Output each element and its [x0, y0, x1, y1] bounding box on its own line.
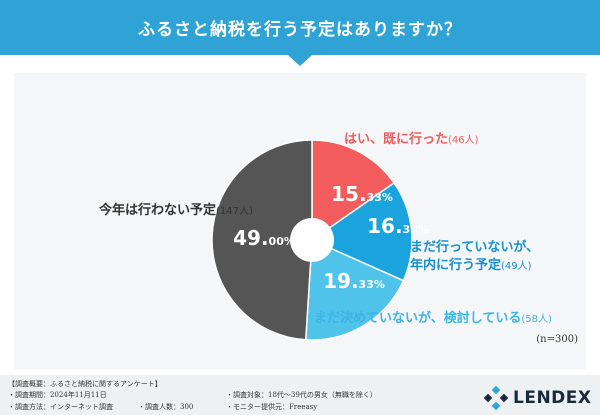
- pie-center-hole: [290, 218, 334, 262]
- pie-category-label: 今年は行わない予定(147人): [98, 202, 253, 218]
- pie-count-label: (58人): [521, 313, 552, 325]
- survey-provider: ・モニター提供元：Freeasy: [226, 403, 318, 411]
- sample-size: (n=300): [536, 334, 578, 345]
- chart-panel: 15.33% はい、既に行った(46人) 16.33% まだ行っていないが、 年内に行う…: [14, 73, 586, 369]
- pie-count-label: (46人): [448, 134, 479, 146]
- pie-count-label: (147人): [216, 205, 253, 217]
- survey-method: ・調査方法：インターネット調査: [8, 403, 113, 411]
- lendex-logo-icon: [484, 386, 508, 410]
- header-banner: ふるさと納税を行う予定はありますか？: [0, 0, 600, 55]
- pie-slice: [211, 139, 313, 341]
- pie-percent-label: 49.00%: [233, 226, 295, 250]
- pie-chart: 15.33% はい、既に行った(46人) 16.33%まだ行っていないが、年内に行う…: [98, 131, 552, 341]
- header-pointer: [288, 55, 312, 66]
- page-title: ふるさと納税を行う予定はありますか？: [138, 20, 462, 40]
- survey-target: ・調査対象：18代〜39代の男女（無職を除く）: [226, 391, 377, 399]
- survey-period: ・調査期間：2024年11月11日: [8, 391, 107, 399]
- logo-text: LENDEX: [513, 388, 592, 408]
- pie-slice: [304, 238, 405, 341]
- pie-category-label: まだ決めていないが、検討している(58人): [314, 310, 552, 326]
- lendex-logo: LENDEX: [484, 386, 592, 410]
- pie-percent-label: 19.33%: [323, 269, 385, 293]
- pie-category-label: まだ行っていないが、: [410, 239, 539, 255]
- pie-slices: [211, 139, 413, 341]
- pie-slice: [311, 139, 396, 242]
- survey-respondents: ・調査人数：300: [138, 403, 194, 411]
- pie-category-label: 年内に行う予定(49人): [410, 257, 532, 273]
- pie-percent-label: 15.33%: [331, 182, 393, 206]
- pie-slice: [310, 181, 413, 282]
- pie-labels: 15.33% はい、既に行った(46人) 16.33%まだ行っていないが、年内に行う…: [98, 131, 552, 326]
- pie-category-label: はい、既に行った(46人): [344, 131, 479, 147]
- survey-overview: 【調査概要：ふるさと納税に関するアンケート】: [8, 380, 162, 388]
- survey-footer: 【調査概要：ふるさと納税に関するアンケート】 ・調査期間：2024年11月11日…: [0, 375, 600, 415]
- pie-count-label: (49人): [501, 260, 532, 272]
- pie-percent-label: 16.33%: [367, 214, 429, 238]
